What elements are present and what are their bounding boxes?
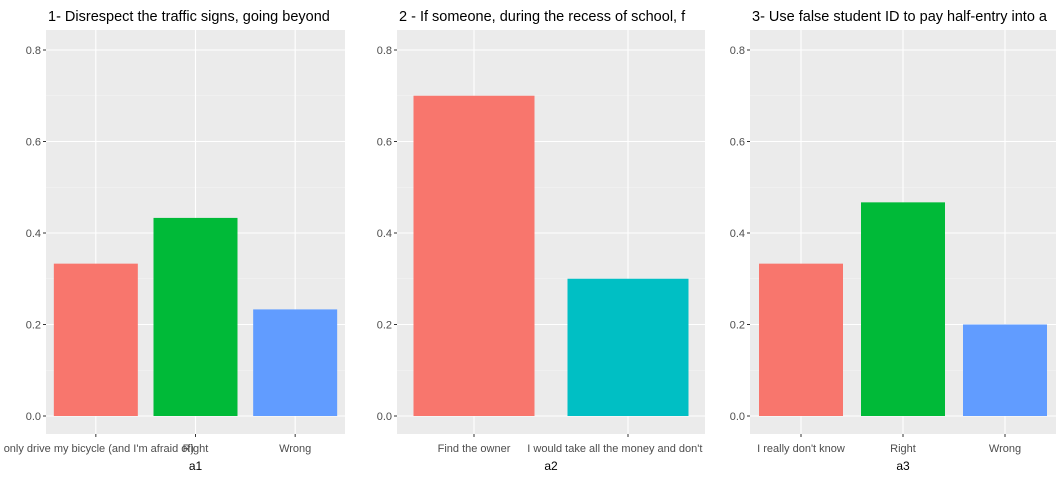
y-tick-label: 0.8 [26, 45, 41, 57]
chart-title: 2 - If someone, during the recess of sch… [399, 9, 686, 25]
chart-title: 1- Disrespect the traffic signs, going b… [48, 9, 330, 25]
bar-2 [567, 278, 689, 416]
x-axis-title: a2 [544, 459, 558, 473]
y-tick-label: 0.2 [730, 320, 745, 332]
x-tick-label: I only drive my bicycle (and I'm afraid … [0, 443, 194, 455]
y-tick-label: 0.6 [377, 137, 392, 149]
y-tick-label: 0.6 [730, 137, 745, 149]
x-axis-labels: I only drive my bicycle (and I'm afraid … [0, 443, 311, 455]
x-tick-label: Right [183, 443, 209, 455]
x-tick-label: I would take all the money and don't tel… [527, 443, 729, 455]
y-tick-label: 0.4 [377, 228, 392, 240]
y-tick-label: 0.4 [26, 228, 41, 240]
panel-2: 0.0 0.2 0.4 0.6 0.8 Find the owner I would tak… [377, 9, 729, 473]
x-tick-label: Find the owner [438, 443, 511, 455]
bar-3 [253, 309, 338, 416]
y-tick-label: 0.4 [730, 228, 745, 240]
y-tick-label: 0.8 [377, 45, 392, 57]
y-tick-label: 0.0 [26, 411, 41, 423]
x-tick-label: Wrong [989, 443, 1021, 455]
y-tick-label: 0.6 [26, 137, 41, 149]
bar-1 [413, 95, 535, 416]
panel-1: 0.0 0.2 0.4 0.6 0.8 I only drive my bicycle (… [0, 9, 345, 473]
y-tick-label: 0.2 [26, 320, 41, 332]
x-axis-title: a3 [896, 459, 910, 473]
x-axis-title: a1 [189, 459, 203, 473]
panel-3: 0.0 0.2 0.4 0.6 0.8 I really don't know Right W… [730, 9, 1056, 473]
y-tick-label: 0.0 [730, 411, 745, 423]
bar-1 [759, 263, 843, 416]
x-tick-label: I really don't know [757, 443, 845, 455]
bar-1 [53, 263, 138, 416]
bar-3 [963, 324, 1047, 416]
x-axis-labels: Find the owner I would take all the money… [438, 443, 729, 455]
x-tick-label: Wrong [279, 443, 311, 455]
y-tick-label: 0.2 [377, 320, 392, 332]
x-axis-labels: I really don't know Right Wrong [757, 443, 1021, 455]
y-tick-label: 0.8 [730, 45, 745, 57]
chart-title: 3- Use false student ID to pay half-entr… [752, 9, 1048, 25]
x-tick-label: Right [890, 443, 916, 455]
bar-2 [861, 202, 945, 416]
y-tick-label: 0.0 [377, 411, 392, 423]
bar-2 [153, 217, 238, 416]
